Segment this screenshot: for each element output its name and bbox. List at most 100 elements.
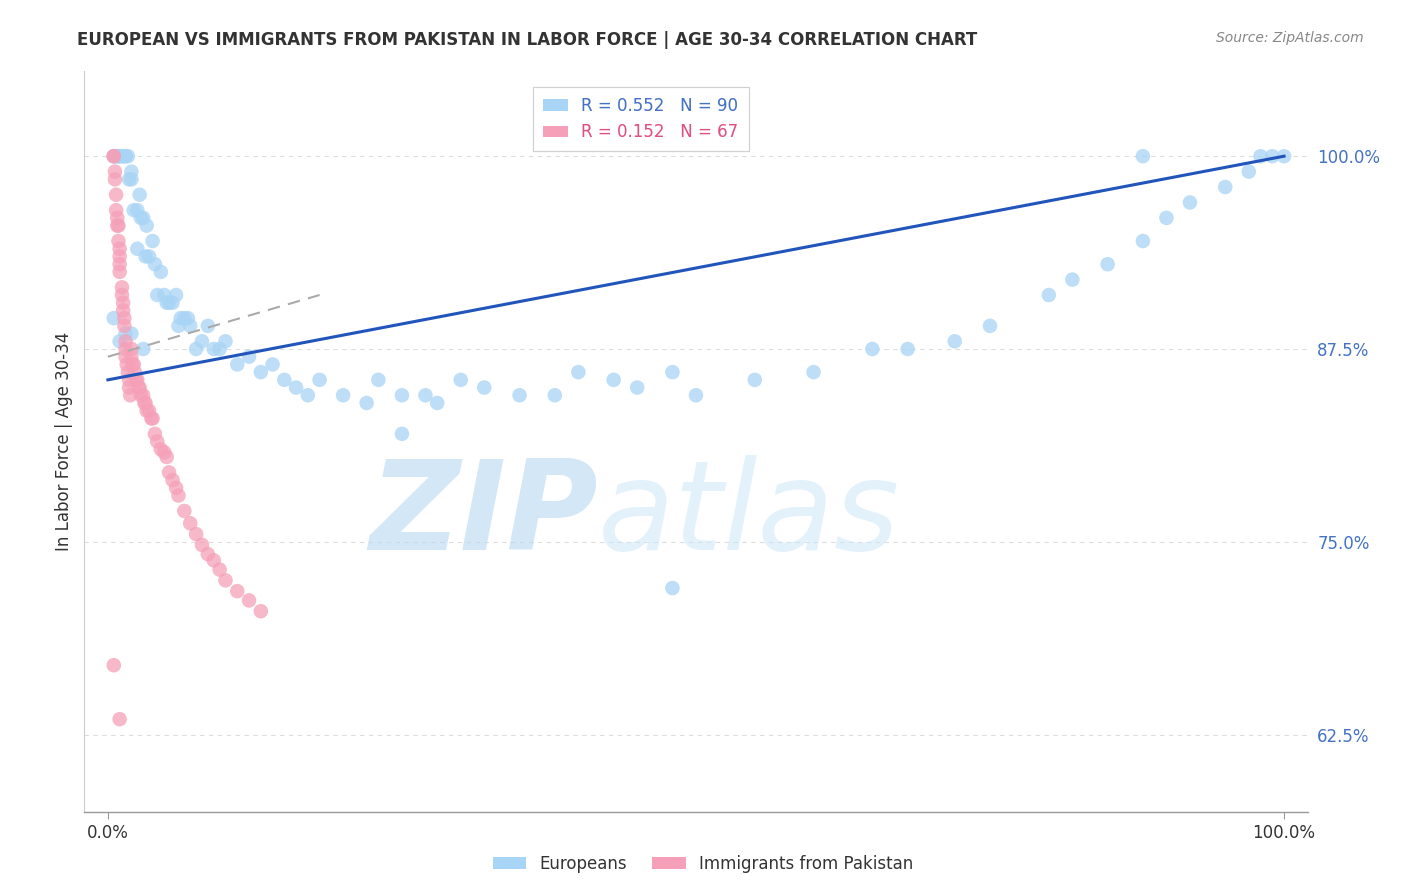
Point <box>103 149 125 163</box>
Point <box>132 388 155 402</box>
Point <box>112 149 135 163</box>
Point <box>108 149 131 163</box>
Point <box>1213 180 1236 194</box>
Point <box>1261 149 1284 163</box>
Point <box>142 411 165 425</box>
Point <box>1250 149 1272 163</box>
Point <box>156 450 179 464</box>
Point <box>567 365 589 379</box>
Point <box>141 411 163 425</box>
Point <box>112 318 135 333</box>
Point <box>135 219 157 233</box>
Legend: R = 0.552   N = 90, R = 0.152   N = 67: R = 0.552 N = 90, R = 0.152 N = 67 <box>533 87 748 152</box>
Point <box>105 149 128 163</box>
Point <box>134 396 156 410</box>
Text: ZIP: ZIP <box>370 455 598 576</box>
Point <box>165 481 187 495</box>
Point <box>367 373 389 387</box>
Point <box>391 388 413 402</box>
Point <box>120 164 142 178</box>
Point <box>167 318 190 333</box>
Point <box>602 373 624 387</box>
Point <box>509 388 531 402</box>
Point <box>112 311 135 326</box>
Point <box>114 334 136 349</box>
Point <box>135 403 157 417</box>
Point <box>120 342 142 356</box>
Point <box>112 295 135 310</box>
Point <box>135 396 157 410</box>
Point <box>120 172 142 186</box>
Point <box>173 311 195 326</box>
Point <box>107 219 129 233</box>
Point <box>105 219 128 233</box>
Point <box>143 257 166 271</box>
Point <box>117 365 139 379</box>
Point <box>103 311 125 326</box>
Point <box>1156 211 1178 225</box>
Point <box>1132 234 1154 248</box>
Point <box>120 350 142 364</box>
Point <box>118 172 141 186</box>
Point <box>197 547 219 561</box>
Point <box>105 149 128 163</box>
Point <box>121 358 143 372</box>
Point <box>114 342 136 356</box>
Point <box>391 426 413 441</box>
Point <box>108 265 131 279</box>
Point <box>108 334 131 349</box>
Text: EUROPEAN VS IMMIGRANTS FROM PAKISTAN IN LABOR FORCE | AGE 30-34 CORRELATION CHAR: EUROPEAN VS IMMIGRANTS FROM PAKISTAN IN … <box>77 31 977 49</box>
Point <box>626 380 648 394</box>
Point <box>132 342 155 356</box>
Point <box>167 489 190 503</box>
Point <box>661 365 683 379</box>
Text: atlas: atlas <box>598 455 900 576</box>
Point <box>157 295 180 310</box>
Point <box>744 373 766 387</box>
Legend: Europeans, Immigrants from Pakistan: Europeans, Immigrants from Pakistan <box>486 848 920 880</box>
Point <box>208 563 231 577</box>
Point <box>153 445 176 459</box>
Point <box>897 342 920 356</box>
Point <box>197 318 219 333</box>
Point <box>128 187 150 202</box>
Point <box>153 288 176 302</box>
Point <box>214 334 236 349</box>
Point <box>111 280 134 294</box>
Point <box>105 211 128 225</box>
Point <box>142 234 165 248</box>
Point <box>108 149 131 163</box>
Point <box>162 473 184 487</box>
Point <box>135 249 157 263</box>
Point <box>1062 272 1084 286</box>
Point <box>208 342 231 356</box>
Point <box>1272 149 1295 163</box>
Point <box>114 149 136 163</box>
Point <box>149 265 172 279</box>
Point <box>1132 149 1154 163</box>
Point <box>979 318 1001 333</box>
Point <box>114 326 136 341</box>
Point <box>122 203 145 218</box>
Point <box>149 442 172 457</box>
Point <box>803 365 825 379</box>
Point <box>297 388 319 402</box>
Point <box>104 164 127 178</box>
Point <box>238 350 260 364</box>
Point <box>120 326 142 341</box>
Point <box>138 249 160 263</box>
Point <box>129 211 152 225</box>
Point <box>103 149 125 163</box>
Point <box>127 380 149 394</box>
Point <box>146 288 169 302</box>
Point <box>104 172 127 186</box>
Point <box>202 553 225 567</box>
Point <box>450 373 472 387</box>
Point <box>103 658 125 673</box>
Point <box>129 388 152 402</box>
Point <box>108 242 131 256</box>
Point <box>191 538 214 552</box>
Point <box>238 593 260 607</box>
Point <box>132 211 155 225</box>
Point <box>173 504 195 518</box>
